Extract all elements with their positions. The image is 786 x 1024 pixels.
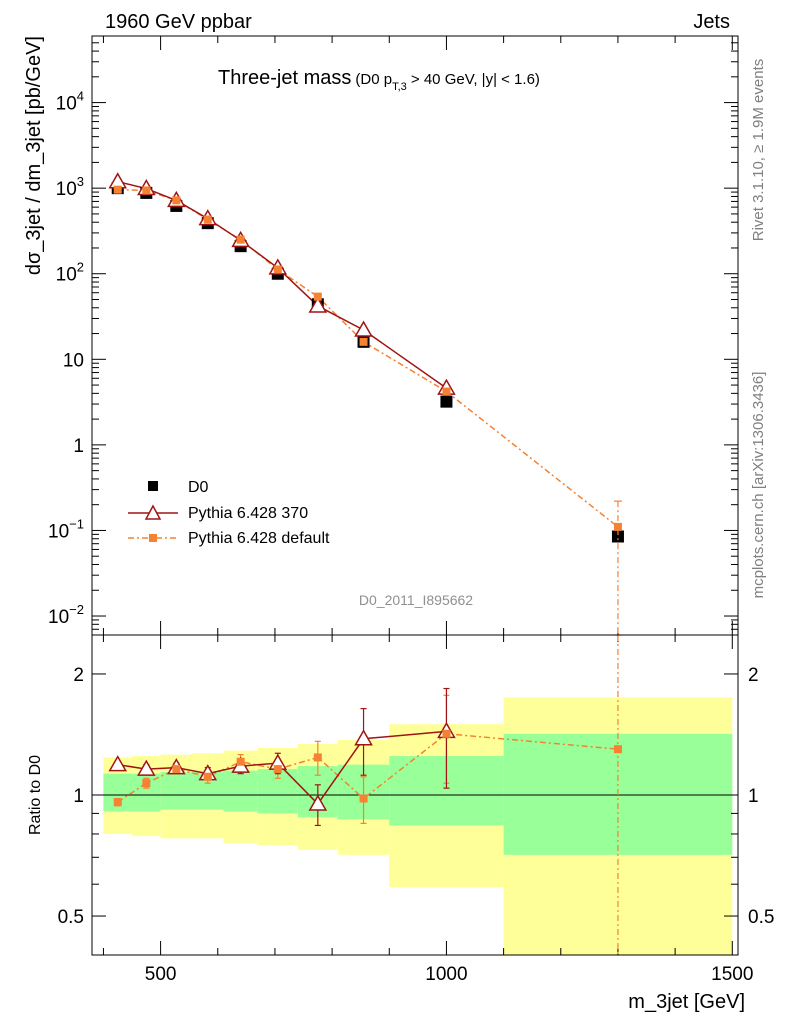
y-tick-label-ratio-right: 2 [748,665,759,686]
ratio-point-mc370-1 [137,759,156,776]
point-mc370-7 [354,320,373,337]
point-mcdefault-2 [172,196,181,205]
point-mcdefault-1 [142,186,151,195]
x-tick-label: 1000 [425,964,467,985]
ratio-point-mcdefault-7 [359,794,368,803]
point-mc370-6 [308,296,328,313]
title-sub-open: (D0 p [355,71,392,88]
title-main: Three-jet mass [218,67,351,89]
ratio-point-mcdefault-2 [172,765,181,774]
legend-marker-mc370 [144,504,162,520]
point-mcdefault-4 [236,235,245,244]
header-left: 1960 GeV ppbar [105,11,252,33]
y-tick-label-main: 10 [63,350,84,371]
ratio-bands [92,697,738,955]
ratio-point-mcdefault-1 [142,779,151,788]
legend-label-mc370: Pythia 6.428 370 [188,505,308,522]
point-mcdefault-9 [613,522,622,531]
analysis-id: D0_2011_I895662 [359,592,473,608]
legend-label-d0: D0 [188,479,209,496]
ratio-point-mcdefault-8 [442,729,451,738]
ratio-point-mcdefault-5 [273,765,282,774]
legend-marker-mcdefault [149,534,157,542]
y-tick-label-ratio: 1 [73,786,84,807]
y-axis-label-ratio: Ratio to D0 [27,755,44,835]
y-axis-label-main: dσ_3jet / dm_3jet [pb/GeV] [23,36,45,275]
ratio-point-mc370-0 [108,755,128,772]
title-sub-subscript: T,3 [392,81,407,93]
band-inner-2 [160,772,193,810]
x-tick-label: 500 [145,964,177,985]
point-mcdefault-5 [273,265,282,274]
ratio-point-mcdefault-0 [113,798,122,807]
ratio-series [108,634,622,955]
point-d0-9 [611,530,624,543]
point-mc370-0 [108,172,128,189]
y-tick-label-ratio: 0.5 [58,907,84,928]
band-inner-4 [223,770,258,812]
ratio-point-mcdefault-6 [313,753,322,762]
ratio-point-mcdefault-3 [203,772,212,781]
x-axis-label: m_3jet [GeV] [628,991,745,1013]
plot-title: Three-jet mass (D0 pT,3 > 40 GeV, |y| < 1… [218,67,540,93]
point-mcdefault-8 [442,387,451,396]
point-mcdefault-3 [203,215,212,224]
header-right: Jets [693,11,730,33]
y-tick-label-main: 102 [56,260,84,286]
series [108,172,624,955]
point-mcdefault-0 [113,185,122,194]
y-tick-label-main: 103 [56,174,84,200]
y-tick-label-ratio-right: 0.5 [748,907,774,928]
y-tick-label-main: 10−2 [48,602,84,628]
x-tick-label: 1500 [711,964,753,985]
side-label-rivet: Rivet 3.1.10, ≥ 1.9M events [750,59,767,242]
point-mcdefault-6 [313,292,322,301]
ratio-point-mcdefault-9 [613,745,622,754]
side-label-mcplots: mcplots.cern.ch [arXiv:1306.3436] [750,372,767,599]
line-mc-default [117,188,619,528]
legend: D0 Pythia 6.428 370 Pythia 6.428 default [128,479,330,547]
ratio-point-mc370-6 [308,794,328,811]
point-mcdefault-7 [359,337,368,346]
ratio-line-mc-default [117,732,619,803]
ratio-point-mc370-7 [354,729,373,746]
legend-marker-d0 [148,481,158,491]
y-tick-label-main: 104 [56,89,84,115]
point-d0-8 [440,395,453,408]
y-tick-label-main: 10−1 [48,516,84,542]
line-mc-370 [117,180,447,389]
y-tick-label-ratio: 2 [73,665,84,686]
title-sub-rest: > 40 GeV, |y| < 1.6) [407,71,540,88]
legend-label-mcdefault: Pythia 6.428 default [188,530,330,547]
y-tick-label-ratio-right: 1 [748,786,759,807]
y-tick-label-main: 1 [73,436,84,457]
ratio-point-mcdefault-4 [236,757,245,766]
ratio-frame [91,634,739,956]
